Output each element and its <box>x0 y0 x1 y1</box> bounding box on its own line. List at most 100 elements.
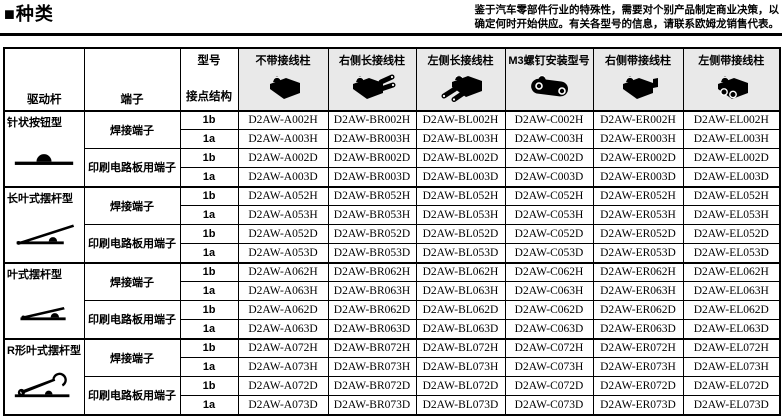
contact-structure-label: 接点结构 <box>186 90 232 103</box>
terminal-type-cell: 印刷电路板用端子 <box>83 148 181 188</box>
model-cell: D2AW-BR063H <box>327 281 417 302</box>
model-cell: D2AW-C003D <box>504 167 594 188</box>
model-cell: D2AW-C063H <box>504 281 594 302</box>
terminal-type-cell: 印刷电路板用端子 <box>83 300 181 340</box>
model-cell: D2AW-EL052H <box>682 185 781 207</box>
contact-structure-cell: 1b <box>179 185 239 207</box>
notice-text: 鉴于汽车零部件行业的特殊性，需要对个别产品制定商业决策，以 确定何时开始供应。有… <box>475 3 780 32</box>
model-cell: D2AW-BL003H <box>415 129 506 150</box>
model-cell: D2AW-C073D <box>504 395 594 416</box>
contact-structure-cell: 1a <box>179 129 239 150</box>
model-cell: D2AW-EL053D <box>682 243 781 264</box>
model-cell: D2AW-C002H <box>504 109 594 131</box>
model-cell: D2AW-A063H <box>237 281 329 302</box>
page-title: ■种类 <box>4 4 54 24</box>
model-cell: D2AW-BR062H <box>327 261 417 283</box>
terminal-type-cell: 印刷电路板用端子 <box>83 224 181 264</box>
switch-left-long-terminal-icon <box>417 70 504 102</box>
table-row: 印刷电路板用端子 1b D2AW-A002D D2AW-BR002D D2AW-BL00… <box>4 148 781 188</box>
col-header-product-left-long: 左侧长接线柱 <box>415 47 506 112</box>
contact-structure-cell: 1a <box>179 167 239 188</box>
model-cell: D2AW-ER073D <box>592 395 684 416</box>
col-header-product-plain: 不带接线柱 <box>237 47 329 112</box>
terminal-type-cell: 焊接端子 <box>83 185 181 226</box>
model-cell: D2AW-BR072H <box>327 337 417 359</box>
model-cell: D2AW-A002D <box>237 148 329 169</box>
r-hinge-lever-icon <box>5 368 83 400</box>
model-label: 型号 <box>197 54 221 67</box>
model-cell: D2AW-EL003H <box>682 129 781 150</box>
model-cell: D2AW-A063D <box>237 319 329 340</box>
table-row: 印刷电路板用端子 1b D2AW-A072D D2AW-BR072D D2AW-BL07… <box>4 376 781 416</box>
model-cell: D2AW-A002H <box>237 109 329 131</box>
table-row: 1a D2AW-A053H D2AW-BR053H D2AW-BL053H D2AW-C… <box>4 205 781 226</box>
contact-structure-cell: 1a <box>179 243 239 264</box>
model-cell: D2AW-BR053D <box>327 243 417 264</box>
model-cell: D2AW-ER053D <box>592 243 684 264</box>
model-cell: D2AW-BL063H <box>415 281 506 302</box>
col-header-product-right-long: 右侧长接线柱 <box>327 47 417 112</box>
model-cell: D2AW-BL002H <box>415 109 506 131</box>
contact-structure-cell: 1b <box>179 148 239 169</box>
col-header-product-m3: M3螺钉安装型号 <box>504 47 594 112</box>
table-row: 1a D2AW-A053D D2AW-BR053D D2AW-BL053D D2AW-C… <box>4 243 781 264</box>
model-cell: D2AW-BL053H <box>415 205 506 226</box>
lever-type-label: 长叶式摆杆型 <box>7 192 73 205</box>
model-cell: D2AW-BR062D <box>327 300 417 321</box>
top-bar: ■种类 鉴于汽车零部件行业的特殊性，需要对个别产品制定商业决策，以 确定何时开始… <box>0 0 782 32</box>
model-cell: D2AW-BR002H <box>327 109 417 131</box>
model-cell: D2AW-ER002H <box>592 109 684 131</box>
model-cell: D2AW-ER062D <box>592 300 684 321</box>
contact-structure-cell: 1b <box>179 224 239 245</box>
notice-line-1: 鉴于汽车零部件行业的特殊性，需要对个别产品制定商业决策，以 <box>474 5 780 16</box>
model-cell: D2AW-BL052H <box>415 185 506 207</box>
lever-type-label: 叶式摆杆型 <box>7 268 62 281</box>
notice-line-2: 确定何时开始供应。有关各型号的信息，请联系欧姆龙销售代表。 <box>474 18 780 30</box>
model-cell: D2AW-ER072D <box>592 376 684 397</box>
model-cell: D2AW-EL002D <box>682 148 781 169</box>
model-cell: D2AW-BL073D <box>415 395 506 416</box>
model-cell: D2AW-ER063D <box>592 319 684 340</box>
model-cell: D2AW-EL063D <box>682 319 781 340</box>
model-cell: D2AW-C053H <box>504 205 594 226</box>
model-cell: D2AW-C073H <box>504 357 594 378</box>
table-row: 印刷电路板用端子 1b D2AW-A052D D2AW-BR052D D2AW-BL05… <box>4 224 781 264</box>
model-cell: D2AW-C072D <box>504 376 594 397</box>
switch-right-terminal-icon <box>594 70 682 102</box>
model-cell: D2AW-BR073H <box>327 357 417 378</box>
model-cell: D2AW-C003H <box>504 129 594 150</box>
model-cell: D2AW-A003H <box>237 129 329 150</box>
model-cell: D2AW-C062H <box>504 261 594 283</box>
contact-structure-cell: 1b <box>179 109 239 131</box>
model-cell: D2AW-ER003D <box>592 167 684 188</box>
model-cell: D2AW-C052H <box>504 185 594 207</box>
table-header-row: 驱动杆 端子 型号 接点结构 不带接线柱 右侧长接线柱 <box>3 47 781 112</box>
table-row: 长叶式摆杆型 焊接端子 1b D2AW-A052H D2AW-BR052H D2AW-BL… <box>3 185 781 264</box>
model-cell: D2AW-EL062D <box>682 300 781 321</box>
model-cell: D2AW-BL072H <box>415 337 506 359</box>
model-cell: D2AW-BL072D <box>415 376 506 397</box>
model-cell: D2AW-BR003D <box>327 167 417 188</box>
switch-plain-icon <box>239 70 327 102</box>
model-cell: D2AW-BR003H <box>327 129 417 150</box>
switch-right-long-terminal-icon <box>329 70 415 102</box>
lever-type-cell: R形叶式摆杆型 <box>3 337 85 416</box>
model-cell: D2AW-C063D <box>504 319 594 340</box>
model-cell: D2AW-A053H <box>237 205 329 226</box>
model-cell: D2AW-A062D <box>237 300 329 321</box>
model-table-body: 针状按钮型 焊接端子 1b D2AW-A002H D2AW-BR002H D2AW-BL0… <box>3 109 781 416</box>
model-cell: D2AW-BL002D <box>415 148 506 169</box>
terminal-type-cell: 焊接端子 <box>83 109 181 150</box>
model-cell: D2AW-BL063D <box>415 319 506 340</box>
model-cell: D2AW-EL062H <box>682 261 781 283</box>
contact-structure-cell: 1a <box>179 205 239 226</box>
table-row: 针状按钮型 焊接端子 1b D2AW-A002H D2AW-BR002H D2AW-BL0… <box>3 109 781 188</box>
model-cell: D2AW-ER052D <box>592 224 684 245</box>
model-cell: D2AW-ER062H <box>592 261 684 283</box>
model-cell: D2AW-BR072D <box>327 376 417 397</box>
model-cell: D2AW-ER063H <box>592 281 684 302</box>
pin-plunger-icon <box>5 140 83 172</box>
model-cell: D2AW-A073H <box>237 357 329 378</box>
model-cell: D2AW-ER002D <box>592 148 684 169</box>
